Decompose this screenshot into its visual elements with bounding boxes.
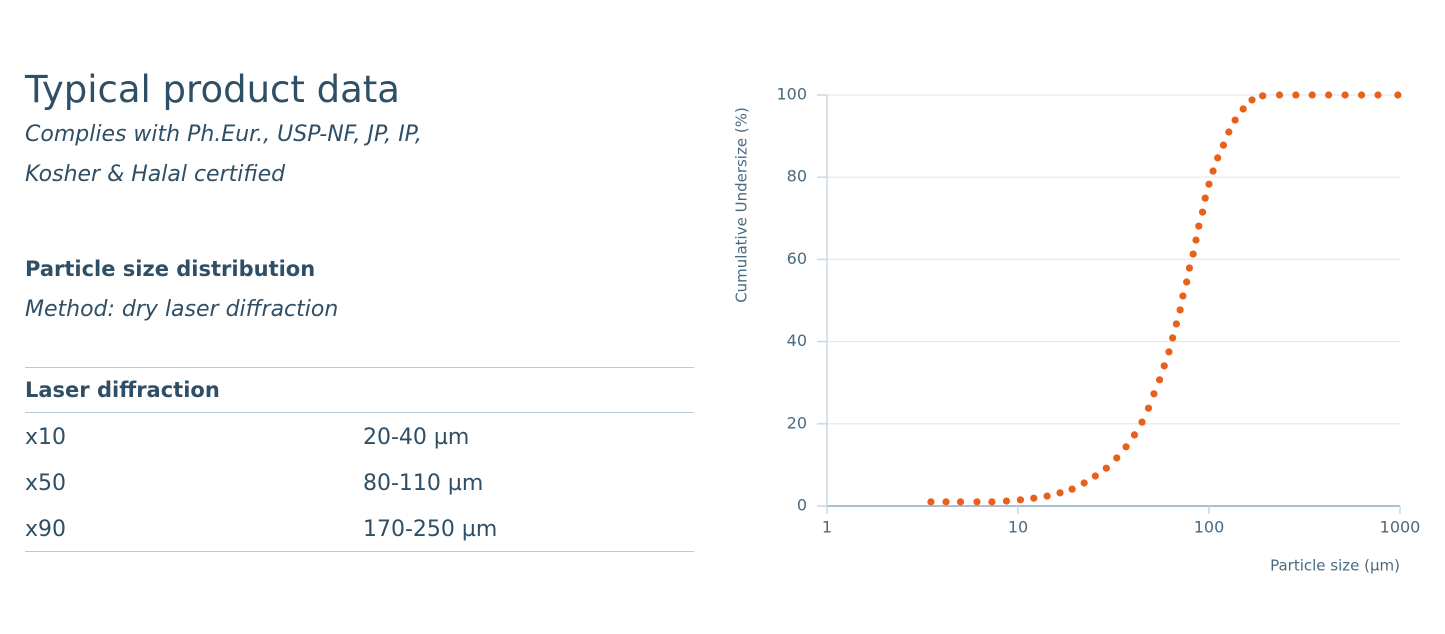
point — [942, 498, 950, 506]
subtitle: Complies with Ph.Eur., USP-NF, JP, IP, — [25, 122, 422, 147]
point — [1183, 278, 1191, 286]
y-axis-label: Cumulative Undersize (%) — [733, 107, 751, 303]
point — [1144, 404, 1153, 412]
y-tick-label: 0 — [797, 496, 807, 515]
point — [1002, 497, 1011, 505]
y-tick-label: 40 — [787, 331, 807, 350]
point — [1169, 334, 1177, 342]
point — [1150, 390, 1158, 398]
point — [1176, 306, 1184, 314]
x-tick-label: 100 — [1194, 518, 1225, 537]
point — [1325, 91, 1333, 99]
point — [1209, 167, 1217, 175]
point — [1219, 141, 1228, 149]
subtitle: Kosher & Halal certified — [25, 162, 286, 187]
point — [988, 498, 996, 506]
cell: x90 — [25, 517, 67, 542]
y-tick-label: 100 — [776, 85, 807, 104]
rule — [25, 551, 694, 552]
point — [1138, 418, 1146, 426]
point — [1155, 376, 1164, 384]
y-tick-label: 20 — [787, 413, 807, 432]
method: Method: dry laser diffraction — [25, 297, 339, 322]
point — [1308, 91, 1316, 99]
point — [1080, 479, 1088, 487]
point — [1122, 443, 1130, 451]
point — [973, 498, 981, 506]
rule — [25, 367, 694, 368]
cell: 170-250 µm — [363, 517, 498, 542]
point — [1205, 180, 1213, 188]
point — [1341, 91, 1349, 99]
point — [1248, 96, 1256, 104]
point — [1374, 91, 1382, 99]
point — [1189, 250, 1197, 258]
x-tick-label: 10 — [1008, 518, 1028, 537]
point — [1292, 91, 1300, 99]
point — [1239, 105, 1247, 113]
x-tick-label: 1000 — [1380, 518, 1421, 537]
table-header: Laser diffraction — [25, 378, 220, 402]
cell: x50 — [25, 471, 67, 496]
point — [1068, 485, 1076, 493]
cell: x10 — [25, 425, 67, 450]
point — [1231, 116, 1239, 124]
title: Typical product data — [25, 68, 400, 111]
point — [956, 498, 965, 506]
point — [1030, 494, 1038, 502]
point — [1214, 154, 1222, 162]
x-axis-label: Particle size (µm) — [1270, 557, 1400, 575]
point — [1043, 492, 1051, 500]
point — [1016, 496, 1025, 504]
point — [1357, 91, 1366, 99]
y-tick-label: 80 — [787, 167, 807, 186]
point — [1056, 489, 1064, 497]
point — [1225, 128, 1233, 136]
y-tick-label: 60 — [787, 249, 807, 268]
point — [1198, 208, 1207, 216]
point — [1185, 264, 1194, 272]
point — [1091, 472, 1099, 480]
point — [1113, 454, 1121, 462]
point — [1192, 236, 1200, 244]
cell: 20-40 µm — [363, 425, 470, 450]
point — [1102, 464, 1110, 472]
point — [1179, 292, 1187, 300]
point — [1172, 320, 1180, 328]
cell: 80-110 µm — [363, 471, 484, 496]
point — [1394, 91, 1402, 99]
point — [1130, 431, 1139, 439]
point — [1275, 91, 1284, 99]
rule — [25, 412, 694, 413]
section-heading: Particle size distribution — [25, 257, 316, 281]
point — [1201, 194, 1209, 202]
point — [1195, 222, 1203, 230]
point — [1160, 362, 1168, 370]
point — [927, 498, 935, 506]
point — [1165, 348, 1173, 356]
point — [1259, 92, 1267, 100]
x-tick-label: 1 — [822, 518, 832, 537]
